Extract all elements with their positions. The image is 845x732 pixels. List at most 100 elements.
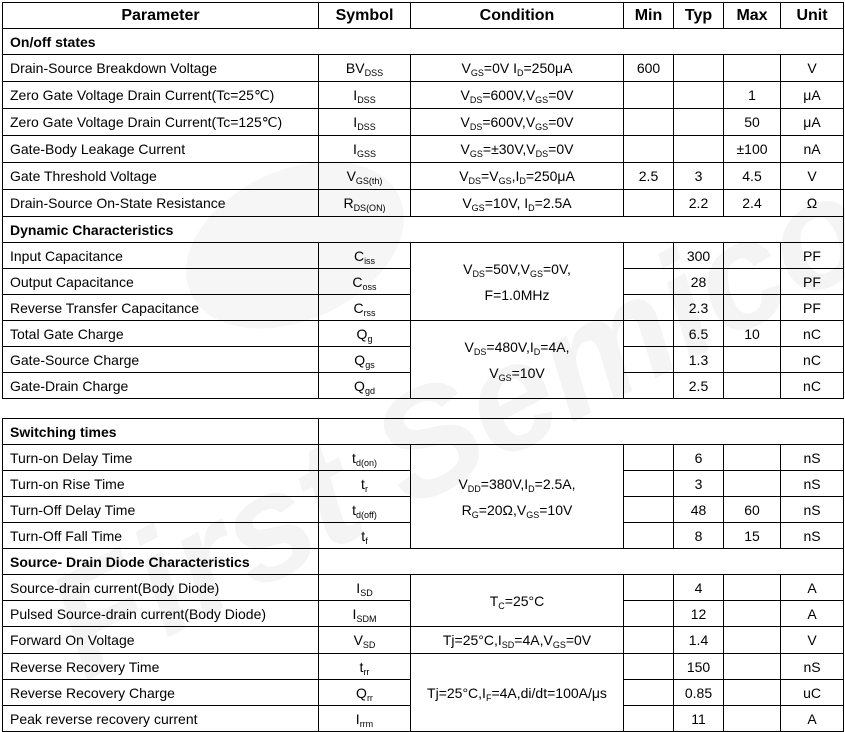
unit-cell: Ω <box>780 189 844 217</box>
section-row: Dynamic Characteristics <box>2 216 844 243</box>
min-cell: 600 <box>623 54 674 82</box>
subscript: rr <box>366 692 373 703</box>
table-row: Zero Gate Voltage Drain Current(Tc=25℃) I… <box>2 81 844 109</box>
subscript: d(off) <box>356 509 377 520</box>
max-cell <box>723 679 781 706</box>
subscript: GS <box>469 149 483 159</box>
max-cell <box>723 600 781 627</box>
unit-cell: A <box>779 574 845 601</box>
parameter-cell: Turn-on Delay Time <box>2 444 319 471</box>
condition-cell: VDD=380V,ID=2.5A, RG=20Ω,VGS=10V <box>410 444 624 549</box>
parameter-cell: Peak reverse recovery current <box>2 705 319 732</box>
subscript: SDM <box>356 613 377 624</box>
subscript: GS <box>471 203 485 213</box>
electrical-characteristics-table: Parameter Symbol Condition Min Typ Max U… <box>2 2 844 399</box>
condition-line: VGS=10V, ID=2.5A <box>462 195 572 213</box>
max-cell <box>723 268 781 295</box>
subscript: f <box>365 535 368 546</box>
symbol-cell: Coss <box>318 268 411 295</box>
unit-cell: PF <box>780 268 844 295</box>
max-cell <box>723 470 781 497</box>
typ-cell: 1.4 <box>673 626 724 654</box>
typ-cell: 28 <box>673 268 724 295</box>
subscript: SD <box>362 640 376 650</box>
condition-line: TC=25°C <box>489 592 545 611</box>
table-row: Input Capacitance Ciss VDS=50V,VGS=0V, F=1.… <box>2 242 844 321</box>
subscript: D <box>528 203 535 213</box>
typ-cell <box>673 54 724 82</box>
section-title: On/off states <box>2 28 844 55</box>
subscript: DSS <box>357 122 376 132</box>
typ-cell <box>673 81 724 109</box>
table-row: Reverse Recovery Time trr Tj=25°C,IF=4A,di… <box>2 653 845 732</box>
min-cell <box>623 108 674 136</box>
condition-cell: Tj=25°C,ISD=4A,VGS=0V <box>410 626 624 654</box>
header-max: Max <box>723 2 781 29</box>
table-row: Turn-on Rise Time tr 3 nS <box>2 470 845 497</box>
symbol-cell: IDSS <box>318 81 411 109</box>
subscript: iss <box>364 255 376 266</box>
max-cell <box>723 626 781 654</box>
table-row: Turn-on Delay Time td(on) VDD=380V,ID=2.5A… <box>2 444 845 549</box>
parameter-cell: Zero Gate Voltage Drain Current(Tc=25℃) <box>2 81 319 109</box>
symbol-cell: Qg <box>318 320 411 347</box>
subscript: G <box>471 509 479 520</box>
switching-diode-table: Switching times Turn-on Delay Time td(on) V… <box>2 418 845 732</box>
subscript: gs <box>365 359 375 370</box>
parameter-cell: Input Capacitance <box>2 242 319 269</box>
symbol-cell: Qgs <box>318 346 411 373</box>
subscript: D <box>528 483 535 494</box>
min-cell <box>623 522 674 549</box>
min-cell <box>623 496 674 523</box>
max-cell <box>723 574 781 601</box>
subscript: DS <box>472 268 485 279</box>
typ-cell: 2.2 <box>673 189 724 217</box>
condition-cell: VDS=50V,VGS=0V, F=1.0MHz <box>410 242 624 321</box>
subscript: oss <box>362 281 377 292</box>
subscript: rr <box>363 666 370 677</box>
table-row: Turn-Off Delay Time td(off) 48 60 nS <box>2 496 845 523</box>
typ-cell: 48 <box>673 496 724 523</box>
typ-cell: 1.3 <box>673 346 724 373</box>
symbol-cell: IDSS <box>318 108 411 136</box>
unit-cell: PF <box>780 242 844 269</box>
subscript: SD <box>501 640 515 650</box>
subscript: g <box>367 333 373 344</box>
min-cell <box>623 242 674 269</box>
max-cell: 60 <box>723 496 781 523</box>
subscript: DSS <box>357 95 376 105</box>
parameter-cell: Total Gate Charge <box>2 320 319 347</box>
symbol-cell: IGSS <box>318 135 411 163</box>
subscript: GS <box>535 95 549 105</box>
unit-cell: nS <box>779 444 845 471</box>
parameter-cell: Gate-Body Leakage Current <box>2 135 319 163</box>
typ-cell: 6.5 <box>673 320 724 347</box>
condition-line: F=1.0MHz <box>484 286 550 303</box>
subscript: DSS <box>364 68 384 78</box>
condition-cell: VGS=0V ID=250μA <box>410 54 624 82</box>
min-cell <box>623 268 674 295</box>
subscript: GS <box>470 68 484 78</box>
typ-cell: 8 <box>673 522 724 549</box>
unit-cell: μA <box>780 108 844 136</box>
subscript: GS(th) <box>355 176 383 186</box>
symbol-cell: td(off) <box>318 496 411 523</box>
header-row: Parameter Symbol Condition Min Typ Max U… <box>2 2 844 29</box>
min-cell <box>623 346 674 373</box>
typ-cell: 2.3 <box>673 294 724 321</box>
condition-cell: VDS=480V,ID=4A, VGS=10V <box>410 320 624 399</box>
typ-cell <box>673 108 724 136</box>
typ-cell: 11 <box>673 705 724 732</box>
symbol-cell: tr <box>318 470 411 497</box>
symbol-cell: ISD <box>318 574 411 601</box>
condition-line: RG=20Ω,VGS=10V <box>461 501 573 520</box>
condition-line: VDS=50V,VGS=0V, <box>463 260 571 279</box>
unit-cell: PF <box>780 294 844 321</box>
header-typ: Typ <box>673 2 724 29</box>
min-cell <box>623 705 674 732</box>
unit-cell: V <box>780 162 844 190</box>
condition-line: Tj=25°C,IF=4A,di/dt=100A/μs <box>427 684 607 703</box>
unit-cell: V <box>780 54 844 82</box>
unit-cell: V <box>779 626 845 654</box>
unit-cell: nC <box>780 372 844 399</box>
